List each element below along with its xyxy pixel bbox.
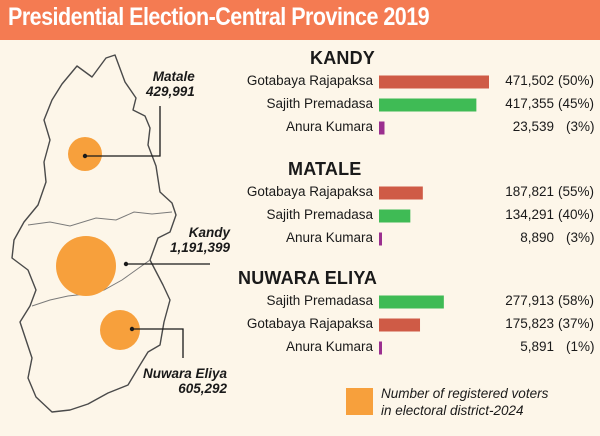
nuwara-eliya-percent-3: (1%)	[566, 339, 595, 354]
nuwara-eliya-votes-1: 277,913	[505, 293, 554, 308]
nuwara-eliya-bar-1	[379, 295, 444, 309]
matale-bar-1	[379, 186, 423, 200]
nuwara-eliya-candidate-1: Sajith Premadasa	[266, 293, 373, 308]
kandy-heading: KANDY	[310, 48, 376, 68]
matale-candidate-3: Anura Kumara	[285, 230, 373, 245]
nuwara-eliya-voters: 605,292	[178, 381, 228, 396]
matale-leader-line	[85, 106, 161, 157]
kandy-votes-1: 471,502	[505, 73, 554, 88]
nuwara-eliya-votes-2: 175,823	[505, 316, 554, 331]
chart-title: Presidential Election-Central Province 2…	[8, 3, 430, 31]
province-map	[11, 54, 210, 413]
kandy-candidate-3: Anura Kumara	[285, 119, 373, 134]
nuwara-eliya-votes-3: 5,891	[520, 339, 554, 354]
matale-bar-3	[379, 232, 382, 246]
kandy-leader-dot	[123, 261, 129, 267]
matale-name: Matale	[152, 69, 195, 84]
matale-heading: MATALE	[288, 159, 362, 179]
matale-leader-dot	[82, 153, 88, 159]
nuwara-eliya-label: Nuwara Eliya 605,292	[143, 366, 227, 396]
legend-line-2: in electoral district-2024	[381, 403, 524, 418]
matale-candidate-1: Gotabaya Rajapaksa	[246, 184, 373, 199]
matale-percent-2: (40%)	[558, 207, 595, 222]
kandy-candidate-2: Sajith Premadasa	[266, 96, 373, 111]
kandy-voters: 1,191,399	[170, 240, 231, 255]
kandy-bar-1	[379, 75, 489, 89]
kandy-bar-3	[379, 121, 385, 135]
legend-swatch	[346, 388, 373, 415]
matale-votes-2: 134,291	[505, 207, 554, 222]
kandy-name: Kandy	[188, 225, 231, 240]
matale-label: Matale 429,991	[146, 69, 195, 99]
matale-voters: 429,991	[146, 84, 195, 99]
kandy-label: Kandy 1,191,399	[170, 225, 230, 255]
kandy-percent-3: (3%)	[566, 119, 595, 134]
matale-bar-2	[379, 209, 411, 223]
kandy-votes-3: 23,539	[512, 119, 554, 134]
matale-kandy-boundary	[27, 211, 173, 227]
nuwara-eliya-percent-1: (58%)	[558, 293, 595, 308]
matale-percent-1: (55%)	[558, 184, 595, 199]
matale-candidate-2: Sajith Premadasa	[266, 207, 373, 222]
nuwara-eliya-percent-2: (37%)	[558, 316, 595, 331]
legend-line-1: Number of registered voters	[381, 386, 549, 401]
kandy-candidate-1: Gotabaya Rajapaksa	[246, 73, 373, 88]
matale-votes-3: 8,890	[520, 230, 554, 245]
kandy-bar-2	[379, 98, 477, 112]
kandy-votes-2: 417,355	[505, 96, 554, 111]
legend-text: Number of registered voters in electoral…	[381, 385, 548, 419]
nuwara-eliya-bar-3	[379, 341, 382, 355]
matale-votes-1: 187,821	[505, 184, 554, 199]
nuwara-eliya-name: Nuwara Eliya	[143, 366, 228, 381]
nuwara-eliya-candidate-3: Anura Kumara	[285, 339, 373, 354]
nuwara-eliya-bar-2	[379, 318, 421, 332]
nuwara-eliya-heading: NUWARA ELIYA	[238, 268, 378, 288]
nuwara-eliya-candidate-2: Gotabaya Rajapaksa	[246, 316, 373, 331]
matale-percent-3: (3%)	[566, 230, 595, 245]
nuwara-eliya-leader-line	[132, 328, 184, 358]
title-bar: Presidential Election-Central Province 2…	[0, 0, 600, 40]
nuwara-eliya-voters-circle	[100, 310, 140, 350]
kandy-percent-2: (45%)	[558, 96, 595, 111]
kandy-percent-1: (50%)	[558, 73, 595, 88]
nuwara-eliya-leader-dot	[129, 326, 135, 332]
kandy-voters-circle	[56, 236, 116, 296]
